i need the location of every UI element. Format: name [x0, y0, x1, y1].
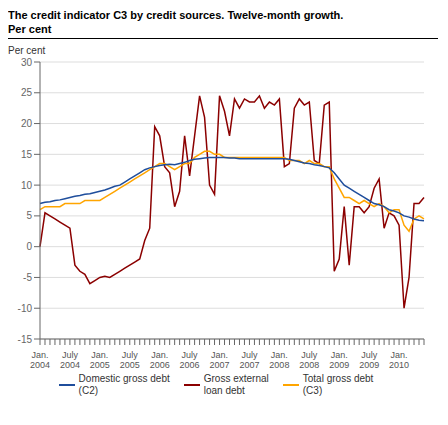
- svg-text:25: 25: [21, 87, 33, 98]
- svg-text:July2009: July2009: [359, 350, 379, 370]
- html-text:Domestic gross debt: Domestic gross debt: [78, 373, 170, 384]
- svg-text:-10: -10: [18, 303, 33, 314]
- html-text:loan debt: loan debt: [203, 385, 245, 396]
- svg-text:Jan.2009: Jan.2009: [329, 350, 349, 370]
- html-text:Per cent: Per cent: [8, 45, 46, 56]
- html-text:(C2): (C2): [78, 385, 98, 396]
- svg-text:July2004: July2004: [60, 350, 80, 370]
- svg-text:July2007: July2007: [239, 350, 259, 370]
- html-text:The credit indicator C3 by cre: The credit indicator C3 by credit source…: [8, 9, 344, 21]
- svg-text:15: 15: [21, 149, 33, 160]
- svg-text:Jan.2007: Jan.2007: [210, 350, 230, 370]
- svg-text:-15: -15: [18, 334, 33, 345]
- svg-text:Jan.2010: Jan.2010: [389, 350, 409, 370]
- svg-text:July2006: July2006: [180, 350, 200, 370]
- html-text:Per cent: Per cent: [8, 23, 52, 35]
- svg-text:July2005: July2005: [120, 350, 140, 370]
- svg-text:20: 20: [21, 118, 33, 129]
- svg-text:-5: -5: [23, 272, 32, 283]
- html-text:Total gross debt: Total gross debt: [302, 373, 374, 384]
- svg-text:Jan.2008: Jan.2008: [269, 350, 289, 370]
- html-text:Gross external: Gross external: [203, 373, 269, 384]
- svg-text:Jan.2006: Jan.2006: [150, 350, 170, 370]
- svg-text:Jan.2005: Jan.2005: [90, 350, 110, 370]
- svg-text:July2008: July2008: [299, 350, 319, 370]
- svg-text:0: 0: [26, 241, 32, 252]
- svg-text:30: 30: [21, 57, 33, 68]
- svg-text:10: 10: [21, 180, 33, 191]
- svg-text:Jan.2004: Jan.2004: [30, 350, 50, 370]
- svg-text:5: 5: [26, 210, 32, 221]
- html-text:(C3): (C3): [302, 385, 323, 396]
